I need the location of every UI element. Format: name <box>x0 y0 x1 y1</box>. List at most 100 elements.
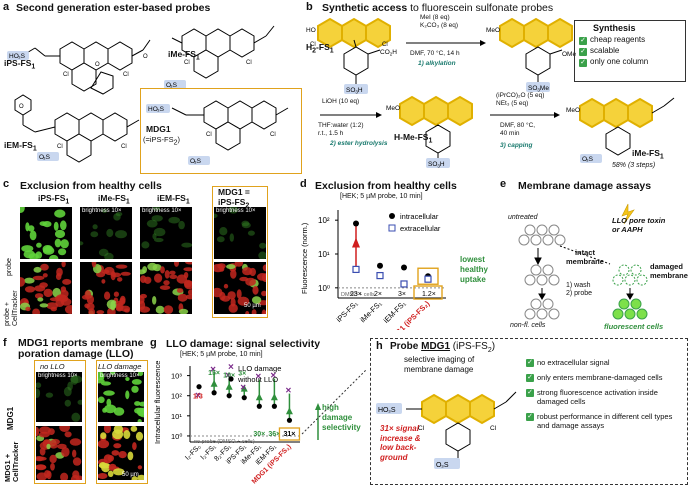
svg-text:Cl: Cl <box>418 425 425 432</box>
iem-fs1-name: iEM-FS1 <box>4 140 37 153</box>
svg-text:Cl: Cl <box>121 144 127 150</box>
without-llo-point <box>241 395 247 401</box>
ips-fs1-name: iPS-FS1 <box>4 58 36 71</box>
y-tick-label: 10⁰ <box>171 432 182 441</box>
panel-a-title: Second generation ester-based probes <box>16 2 211 14</box>
connector-line <box>301 369 367 435</box>
without-llo-point <box>286 417 293 423</box>
ips-fs1-so3-label: HO <box>9 53 19 60</box>
llo-damage-point: × <box>210 365 216 376</box>
micrograph-tile: brightness 10× <box>214 207 266 259</box>
ips-fs1-structure: HO ₃S O Cl Cl O <box>7 39 151 95</box>
legend-intracellular-marker <box>389 213 395 219</box>
step2-cond-2: THF:water (1:2) r.t., 1.5 h <box>318 122 364 137</box>
y-tick-label: 10³ <box>171 372 182 381</box>
step1-conditions: MeI (8 eq) K₂CO₃ (8 eq) <box>420 14 459 29</box>
micrograph-tile <box>20 207 72 259</box>
mdg1-alias: (=iPS-FS2) <box>143 135 181 147</box>
methyl-ester-structure: MeO OMe SO3Me <box>486 17 576 93</box>
panel-e-nonfl: non-fl. cells <box>510 322 546 329</box>
lightning-icon <box>621 203 635 225</box>
svg-text:Cl: Cl <box>206 132 212 138</box>
panel-f-row-celltracker: MDG1 + CellTracker <box>3 441 20 482</box>
panel-d-letter: d <box>300 178 307 190</box>
step1-arrow <box>406 40 486 46</box>
step2-cond-1: LiOH (10 eq) <box>322 98 360 105</box>
ime-fs1-structure: O ₃S Cl Cl <box>164 25 275 89</box>
panel-f-col-nollo: no LLO <box>40 362 65 371</box>
ratio-arrowhead <box>352 237 360 248</box>
svg-text:SO3H: SO3H <box>428 161 445 169</box>
svg-text:O: O <box>190 158 195 165</box>
extracellular-point <box>424 275 432 283</box>
panel-c-mdg1-box <box>212 186 268 318</box>
y-axis-label: Intracellular fluorescence <box>153 361 162 444</box>
fold-label: 1/3 <box>193 394 203 401</box>
step1-conditions-line3: DMF, 70 °C, 14 h <box>410 50 460 57</box>
noprobe-label: no probe (DMSO + cells) <box>194 439 255 445</box>
check-icon: ✓ <box>579 59 587 67</box>
svg-text:HO: HO <box>306 27 316 34</box>
mdg1-name: MDG1 <box>146 124 171 134</box>
svg-text:₃S: ₃S <box>43 154 51 161</box>
y-axis-label: Fluorescence (norm.) <box>300 222 309 294</box>
ime-fs1-name: iMe-FS1 <box>168 49 200 62</box>
fold-label: 36× <box>268 431 280 438</box>
svg-text:₃S: ₃S <box>441 462 449 469</box>
without-llo-point <box>271 403 277 409</box>
svg-text:₃S: ₃S <box>18 53 26 60</box>
selectivity-arrowhead <box>315 403 321 410</box>
h-me-fs1-name: H-Me-FS1 <box>394 132 433 145</box>
fold-label: 15× <box>208 370 220 377</box>
legend-intracellular: intracellular <box>400 212 439 221</box>
panel-f-llo-box <box>96 360 148 484</box>
gain-arrowhead <box>285 407 293 415</box>
gain-arrowhead <box>225 382 233 390</box>
x-tick-label: iPS-FS₁ <box>334 299 359 324</box>
panel-f-letter: f <box>3 337 7 349</box>
step3-cond-2: DMF, 80 °C, 40 min <box>500 122 536 137</box>
panel-e-letter: e <box>500 178 507 190</box>
without-llo-point <box>256 403 262 409</box>
panel-b-letter: b <box>306 1 313 13</box>
panel-h-item: ✓ robust performance in different cell ty… <box>526 412 673 430</box>
svg-text:Cl: Cl <box>382 42 388 48</box>
gain-arrowhead <box>270 393 278 401</box>
panel-d-chart: 10⁰ 10¹ 10² Fluorescence (norm.) DMSO + cell… <box>300 210 489 330</box>
mdg1-ratio-box <box>413 285 443 300</box>
panel-f-col-llo: LLO damage <box>98 362 142 371</box>
panel-b-title: Synthetic access to fluorescein sulfonat… <box>322 2 554 14</box>
micrograph-tile <box>20 262 72 314</box>
llo-damage-point: × <box>195 391 201 402</box>
micrograph-tile: brightness 10× <box>140 207 192 259</box>
llo-damage-point: × <box>285 386 291 397</box>
svg-text:MeO: MeO <box>386 105 400 112</box>
llo-damage-point: × <box>270 371 276 382</box>
svg-text:Cl: Cl <box>184 60 190 66</box>
check-icon: ✓ <box>526 374 534 382</box>
micrograph-tile <box>80 262 132 314</box>
svg-text:Cl: Cl <box>310 42 316 48</box>
micrograph-tile <box>214 262 266 314</box>
h-me-fs1-structure: MeO SO3H <box>386 95 473 169</box>
ime-fs1-product-name: iMe-FS1 <box>632 148 664 161</box>
ratio-label: 1.2× <box>422 291 436 298</box>
micrograph-tile <box>36 426 82 480</box>
panel-e-untreated: untreated <box>508 214 538 221</box>
lowest-uptake-note: uptake <box>460 275 486 284</box>
panel-e-intact: intact membrane <box>566 248 604 266</box>
svg-text:MeO: MeO <box>486 27 500 34</box>
without-llo-point <box>196 384 202 390</box>
mdg1-point-box <box>417 267 439 285</box>
svg-text:O: O <box>95 62 100 68</box>
panel-e-title: Membrane damage assays <box>518 180 652 192</box>
scalebar-label: 50 µm <box>122 472 139 478</box>
panel-g-title: LLO damage: signal selectivity <box>166 338 321 350</box>
intracellular-point <box>401 264 407 271</box>
svg-text:Cl: Cl <box>57 144 63 150</box>
panel-c-row-celltracker: probe + CellTracker <box>4 290 19 326</box>
without-llo-point <box>211 390 217 396</box>
svg-text:Cl: Cl <box>246 60 252 66</box>
check-icon: ✓ <box>526 389 534 397</box>
legend-nollo-marker <box>228 376 234 382</box>
